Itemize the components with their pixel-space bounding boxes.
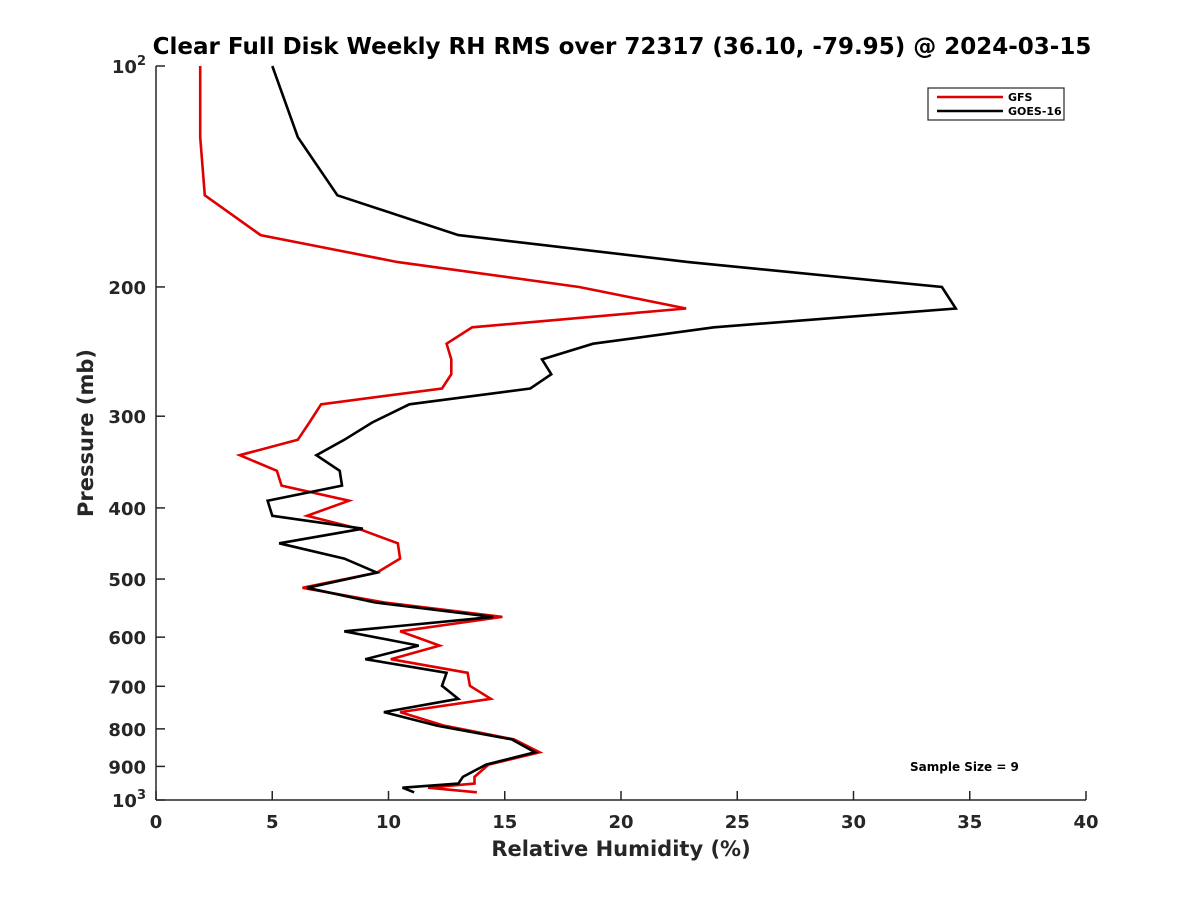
y-tick-label: 102	[112, 54, 146, 78]
x-tick-label: 40	[1073, 812, 1098, 833]
y-tick-label: 103	[112, 788, 146, 812]
y-tick-label: 200	[108, 278, 146, 299]
series-line-goes16	[265, 65, 959, 794]
y-axis-label: Pressure (mb)	[74, 349, 98, 517]
x-tick-label: 30	[841, 812, 866, 833]
x-tick-label: 15	[492, 812, 517, 833]
x-tick-label: 35	[957, 812, 982, 833]
y-tick-label: 600	[108, 628, 146, 649]
y-tick-label: 800	[108, 720, 146, 741]
x-tick-label: 10	[376, 812, 401, 833]
legend-label-goes16: GOES-16	[1008, 105, 1062, 118]
x-tick-label: 20	[608, 812, 633, 833]
legend: GFS GOES-16	[927, 87, 1065, 121]
legend-label-gfs: GFS	[1008, 91, 1033, 104]
x-axis-label: Relative Humidity (%)	[491, 837, 750, 861]
sample-size-annotation: Sample Size = 9	[910, 760, 1019, 774]
x-tick-label: 25	[725, 812, 750, 833]
series-layer	[198, 65, 959, 794]
x-axis-ticks: 0 5 10 15 20 25 30 35 40	[150, 791, 1099, 833]
y-tick-label: 400	[108, 499, 146, 520]
plot-area	[155, 66, 1086, 801]
y-axis-ticks: 102 200 300 400 500 600 700 800 900 103	[108, 54, 165, 812]
y-tick-label: 900	[108, 757, 146, 778]
y-tick-label: 700	[108, 677, 146, 698]
x-tick-label: 5	[266, 812, 279, 833]
y-tick-label: 300	[108, 407, 146, 428]
legend-box	[927, 87, 1065, 121]
chart-title: Clear Full Disk Weekly RH RMS over 72317…	[153, 34, 1092, 60]
x-tick-label: 0	[150, 812, 163, 833]
y-tick-label: 500	[108, 570, 146, 591]
